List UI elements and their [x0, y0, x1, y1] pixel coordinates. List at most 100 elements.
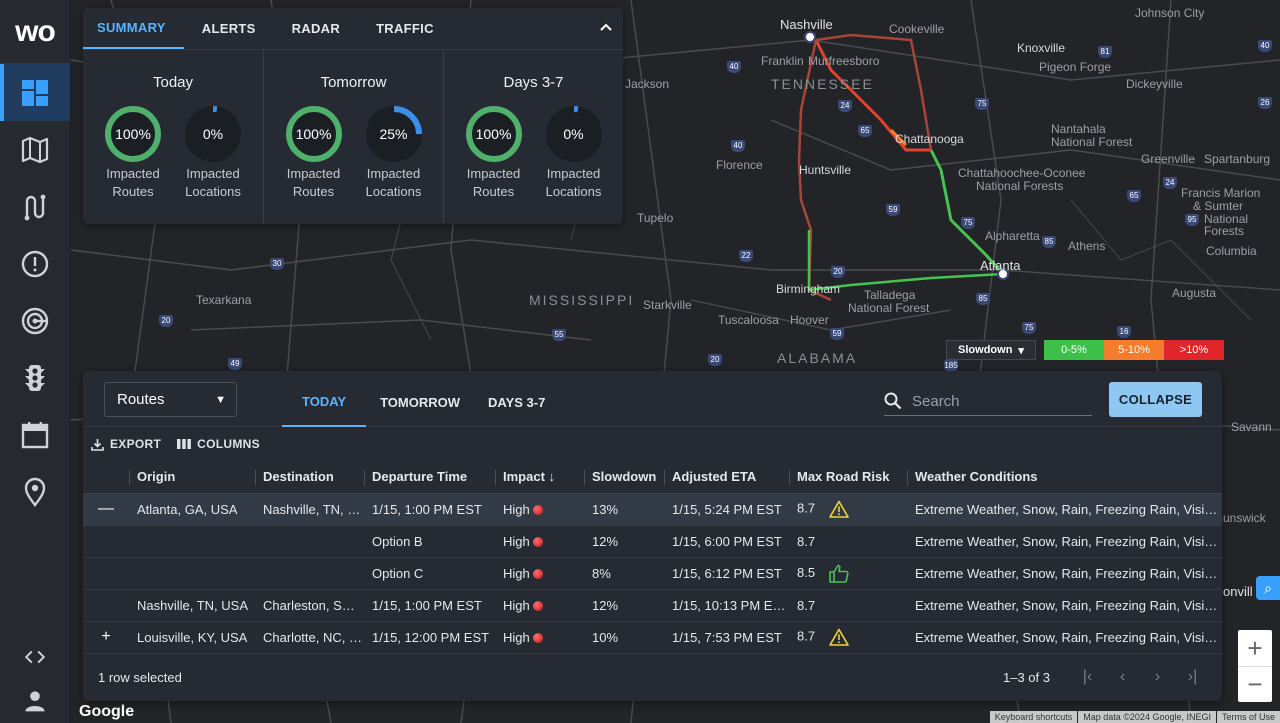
radar-icon — [21, 307, 49, 334]
highway-shield: 24 — [1163, 177, 1177, 189]
summary-column-title: Today — [152, 74, 194, 91]
table-row[interactable]: Option B High 12% 1/15, 6:00 PM EST 8.7 … — [83, 525, 1222, 558]
slowdown-label: Slowdown — [958, 344, 1013, 356]
highway-shield: 20 — [159, 315, 173, 327]
chevron-up-icon[interactable] — [599, 20, 613, 34]
sidebar-item-routes[interactable] — [0, 178, 70, 235]
map-icon — [21, 136, 49, 163]
expand-row-button[interactable]: + — [83, 621, 129, 654]
map-label: unswick — [1223, 511, 1266, 525]
logo[interactable]: wo — [0, 0, 70, 64]
column-header-label: Departure Time — [372, 469, 468, 485]
sidebar-item-dashboard[interactable] — [0, 64, 70, 121]
table-row[interactable]: — Atlanta, GA, USA Nashville, TN, USA 1/… — [83, 493, 1222, 526]
impacted-routes-gauge[interactable]: 100% Impacted Routes — [465, 105, 523, 201]
routes-header: Routes ▼ TODAY TOMORROW DAYS 3-7 Search … — [83, 371, 1222, 427]
sidebar-item-embed[interactable] — [0, 635, 70, 679]
impacted-locations-gauge[interactable]: 0% Impacted Locations — [184, 105, 242, 201]
gauge-label-line: Routes — [112, 184, 154, 199]
map-label: Tuscaloosa — [718, 313, 779, 327]
column-header-origin[interactable]: Origin — [129, 461, 255, 494]
sidebar-item-account[interactable] — [0, 679, 70, 723]
impact-high-icon — [532, 536, 543, 547]
terms-link[interactable]: Terms of Use — [1216, 711, 1280, 723]
impact-high-icon — [532, 504, 543, 515]
impacted-routes-gauge[interactable]: 100% Impacted Routes — [285, 105, 343, 201]
tab-days-3-7[interactable]: DAYS 3-7 — [488, 394, 546, 410]
highway-shield: 55 — [552, 329, 566, 341]
highway-shield: 30 — [270, 258, 284, 270]
impacted-routes-gauge[interactable]: 100% Impacted Routes — [104, 105, 162, 201]
gauge-ring: 100% — [104, 105, 162, 163]
table-row[interactable]: Option C High 8% 1/15, 6:12 PM EST 8.5 E… — [83, 557, 1222, 590]
zoom-out-button[interactable]: − — [1238, 666, 1272, 702]
summary-column: Today 100% Impacted Routes — [83, 50, 263, 223]
cell-origin — [129, 557, 255, 590]
column-header-risk[interactable]: Max Road Risk — [789, 461, 907, 494]
export-button[interactable]: EXPORT — [91, 437, 161, 451]
map-data-text: Map data ©2024 Google, INEGI — [1078, 711, 1216, 723]
gauge-label: Impacted Routes — [465, 165, 523, 201]
tab-summary[interactable]: SUMMARY — [83, 8, 184, 49]
gauge-group: 100% Impacted Routes 0% Impacted Locatio… — [83, 105, 263, 201]
previous-page-icon[interactable]: ‹ — [1119, 668, 1126, 685]
map-label: Athens — [1068, 239, 1106, 253]
tab-tomorrow[interactable]: TOMORROW — [380, 394, 460, 410]
column-header-eta[interactable]: Adjusted ETA — [664, 461, 789, 494]
column-header-departure[interactable]: Departure Time — [364, 461, 495, 494]
tab-traffic[interactable]: TRAFFIC — [376, 21, 434, 36]
highway-shield: 22 — [739, 250, 753, 262]
gauge-label-line: Routes — [472, 184, 515, 199]
last-page-icon[interactable]: ›| — [1187, 668, 1198, 685]
first-page-icon[interactable]: |‹ — [1082, 668, 1093, 685]
slowdown-dropdown[interactable]: Slowdown ▾ — [946, 340, 1036, 360]
next-page-icon[interactable]: › — [1154, 668, 1161, 685]
gauge-value: 25% — [379, 126, 408, 142]
highway-shield: 85 — [1042, 236, 1056, 248]
column-header-label: Destination — [263, 469, 334, 485]
collapse-row-button[interactable]: — — [83, 493, 129, 526]
routes-tabs: TODAY TOMORROW DAYS 3-7 — [282, 371, 559, 427]
impacted-locations-gauge[interactable]: 0% Impacted Locations — [545, 105, 603, 201]
sidebar-item-traffic[interactable] — [0, 349, 70, 406]
table-row[interactable]: Nashville, TN, USA Charleston, SC, USA 1… — [83, 589, 1222, 622]
row-expander — [83, 557, 129, 590]
column-header-slowdown[interactable]: Slowdown — [584, 461, 664, 494]
gauge-label-line: Impacted — [466, 166, 521, 181]
cell-slowdown: 12% — [584, 589, 664, 622]
zoom-control: + − — [1238, 630, 1272, 702]
map-label: Florence — [716, 158, 763, 172]
impacted-locations-gauge[interactable]: 25% Impacted Locations — [365, 105, 423, 201]
highway-shield: 20 — [831, 266, 845, 278]
sidebar-item-map[interactable] — [0, 121, 70, 178]
map-label: Hoover — [790, 313, 829, 327]
tab-today[interactable]: TODAY — [282, 371, 367, 427]
highway-shield: 185 — [944, 360, 958, 372]
column-header-weather[interactable]: Weather Conditions — [907, 461, 1222, 494]
search-input[interactable]: Search — [884, 387, 1092, 416]
sidebar-item-alerts[interactable] — [0, 235, 70, 292]
sidebar-item-calendar[interactable] — [0, 406, 70, 463]
collapse-button[interactable]: COLLAPSE — [1109, 382, 1202, 417]
sidebar-item-radar[interactable] — [0, 292, 70, 349]
summary-panel: SUMMARY ALERTS RADAR TRAFFIC Today 100% … — [83, 8, 623, 224]
caret-down-icon: ▼ — [215, 393, 226, 406]
tab-radar[interactable]: RADAR — [291, 21, 341, 36]
view-select[interactable]: Routes ▼ — [104, 382, 237, 417]
cell-eta: 1/15, 5:24 PM EST — [664, 493, 789, 526]
alert-icon — [21, 250, 49, 277]
column-header-destination[interactable]: Destination — [255, 461, 364, 494]
legend-range-high: >10% — [1164, 340, 1224, 360]
highway-shield: 40 — [727, 61, 741, 73]
sidebar-item-locations[interactable] — [0, 463, 70, 520]
tab-alerts[interactable]: ALERTS — [201, 21, 256, 36]
map-search-button[interactable]: ⌕ — [1256, 576, 1280, 600]
columns-button[interactable]: COLUMNS — [177, 437, 260, 451]
zoom-in-button[interactable]: + — [1247, 632, 1263, 663]
column-header-label: Adjusted ETA — [672, 469, 757, 485]
table-row[interactable]: + Louisville, KY, USA Charlotte, NC, USA… — [83, 621, 1222, 654]
gauge-value: 100% — [475, 126, 512, 142]
keyboard-shortcuts-link[interactable]: Keyboard shortcuts — [989, 711, 1078, 723]
column-header-impact[interactable]: Impact ↓ — [495, 461, 584, 494]
